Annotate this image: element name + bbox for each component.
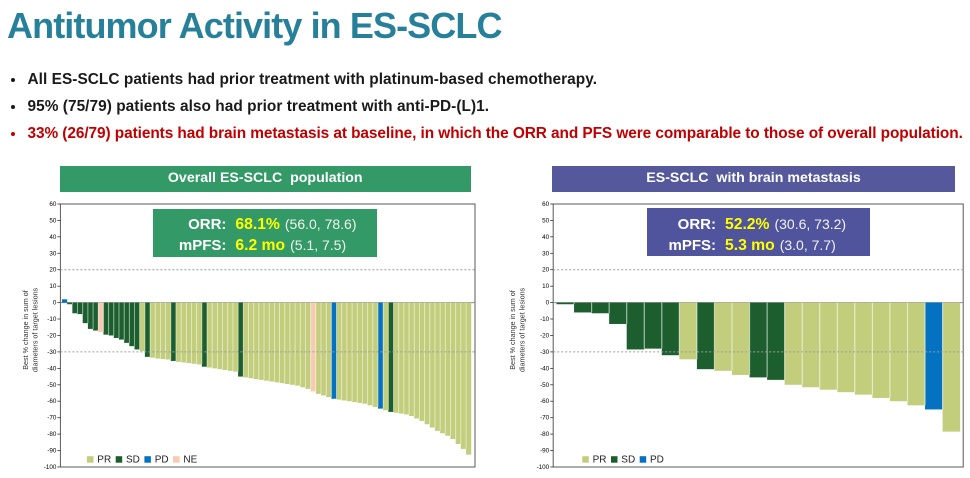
svg-text:SD: SD bbox=[126, 455, 140, 466]
svg-text:30: 30 bbox=[542, 250, 550, 257]
svg-text:-20: -20 bbox=[47, 333, 57, 340]
svg-text:Best % change in sum of: Best % change in sum of bbox=[21, 290, 30, 370]
svg-text:50: 50 bbox=[49, 217, 57, 224]
svg-text:20: 20 bbox=[49, 267, 57, 274]
svg-text:-20: -20 bbox=[540, 333, 550, 340]
svg-text:10: 10 bbox=[49, 283, 57, 290]
svg-text:-100: -100 bbox=[44, 464, 57, 471]
svg-text:PR: PR bbox=[593, 455, 607, 466]
svg-text:-40: -40 bbox=[540, 365, 550, 372]
svg-text:60: 60 bbox=[542, 201, 550, 208]
svg-text:PR: PR bbox=[97, 455, 111, 466]
svg-text:-30: -30 bbox=[47, 349, 57, 356]
svg-text:-10: -10 bbox=[540, 316, 550, 323]
svg-text:Best % change in sum of: Best % change in sum of bbox=[508, 290, 517, 370]
svg-text:diameters of target lesions: diameters of target lesions bbox=[518, 287, 527, 372]
svg-text:30: 30 bbox=[49, 250, 57, 257]
svg-text:40: 40 bbox=[49, 234, 57, 241]
svg-text:10: 10 bbox=[542, 283, 550, 290]
svg-text:-80: -80 bbox=[540, 431, 550, 438]
svg-text:-90: -90 bbox=[540, 448, 550, 455]
svg-text:-70: -70 bbox=[540, 415, 550, 422]
svg-text:-80: -80 bbox=[47, 431, 57, 438]
svg-text:-100: -100 bbox=[537, 464, 550, 471]
svg-text:diameters of target lesions: diameters of target lesions bbox=[30, 287, 39, 372]
svg-text:-60: -60 bbox=[540, 398, 550, 405]
svg-text:PD: PD bbox=[155, 455, 169, 466]
svg-text:-50: -50 bbox=[540, 382, 550, 389]
svg-text:60: 60 bbox=[49, 201, 57, 208]
svg-text:-30: -30 bbox=[540, 349, 550, 356]
svg-text:-70: -70 bbox=[47, 415, 57, 422]
svg-text:-60: -60 bbox=[47, 398, 57, 405]
svg-text:PD: PD bbox=[650, 455, 664, 466]
svg-text:-40: -40 bbox=[47, 365, 57, 372]
svg-text:50: 50 bbox=[542, 217, 550, 224]
svg-text:-90: -90 bbox=[47, 448, 57, 455]
svg-text:40: 40 bbox=[542, 234, 550, 241]
svg-text:0: 0 bbox=[546, 300, 550, 307]
svg-text:0: 0 bbox=[53, 300, 57, 307]
svg-text:-50: -50 bbox=[47, 382, 57, 389]
svg-text:SD: SD bbox=[621, 455, 635, 466]
svg-text:-10: -10 bbox=[47, 316, 57, 323]
svg-text:20: 20 bbox=[542, 267, 550, 274]
svg-text:NE: NE bbox=[183, 455, 197, 466]
